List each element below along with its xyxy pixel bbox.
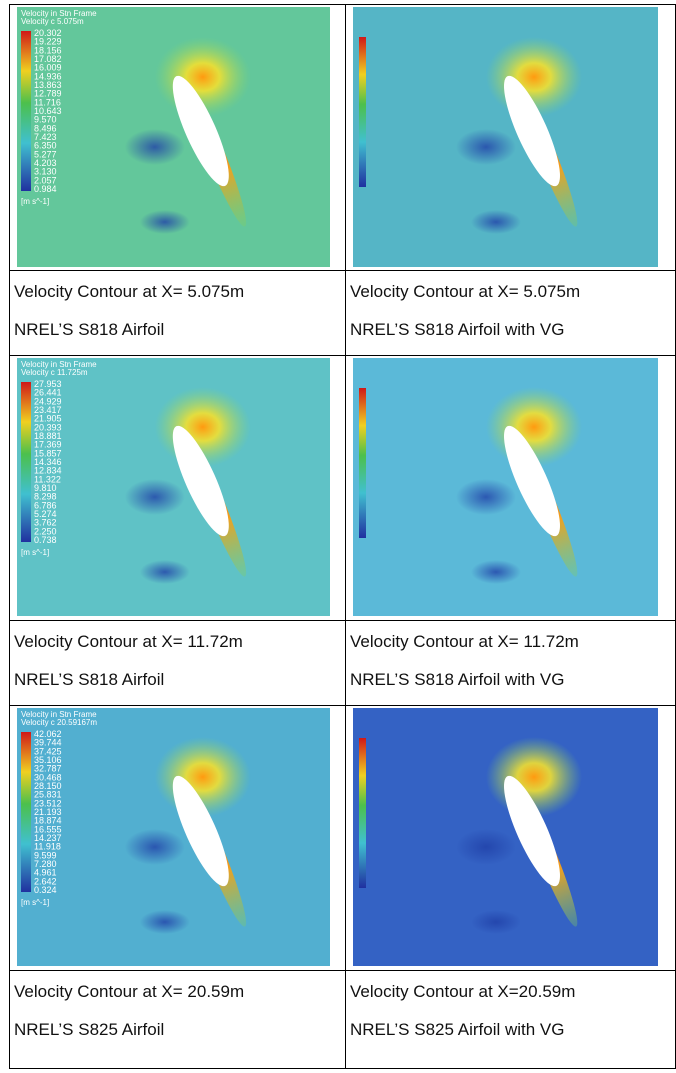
wake-shadow: [471, 210, 521, 234]
contour-image: [353, 358, 658, 616]
wake-shadow: [125, 479, 185, 515]
colorbar: [359, 738, 366, 888]
legend-value: 0.324: [34, 885, 57, 895]
legend-subtitle: Velocity c 20.59167m: [21, 718, 97, 727]
wake-shadow: [456, 479, 516, 515]
colorbar: [21, 732, 31, 892]
contour-image: [353, 708, 658, 966]
contour-image: [353, 7, 658, 267]
contour-image: Velocity in Stn FrameVelocity c 11.725m2…: [17, 358, 330, 616]
colorbar: [359, 388, 366, 538]
image-cell: [346, 5, 676, 271]
caption-line: Velocity Contour at X=20.59m: [350, 973, 675, 1011]
caption-line: Velocity Contour at X= 5.075m: [350, 273, 675, 311]
wake-shadow: [125, 829, 185, 865]
legend-subtitle: Velocity c 5.075m: [21, 17, 84, 26]
wake-shadow: [471, 910, 521, 934]
caption-line: NREL’S S818 Airfoil: [14, 311, 345, 349]
wake-shadow: [471, 560, 521, 584]
legend-value: 0.738: [34, 535, 57, 545]
colorbar: [359, 37, 366, 187]
wake-shadow: [140, 560, 190, 584]
wake-shadow: [140, 210, 190, 234]
caption-line: NREL’S S818 Airfoil: [14, 661, 345, 699]
caption-line: Velocity Contour at X= 11.72m: [14, 623, 345, 661]
wake-shadow: [456, 129, 516, 165]
caption-line: Velocity Contour at X= 5.075m: [14, 273, 345, 311]
image-cell: [346, 706, 676, 971]
caption-line: Velocity Contour at X= 20.59m: [14, 973, 345, 1011]
page: Velocity in Stn FrameVelocity c 5.075m20…: [0, 0, 676, 1073]
colorbar: [21, 382, 31, 542]
wake-shadow: [456, 829, 516, 865]
wake-shadow: [140, 910, 190, 934]
legend-unit: [m s^-1]: [21, 197, 49, 206]
caption-line: NREL’S S818 Airfoil with VG: [350, 661, 675, 699]
caption-line: NREL’S S825 Airfoil: [14, 1011, 345, 1049]
caption-line: NREL’S S818 Airfoil with VG: [350, 311, 675, 349]
image-cell: Velocity in Stn FrameVelocity c 11.725m2…: [10, 356, 346, 621]
colorbar: [21, 31, 31, 191]
wake-shadow: [125, 129, 185, 165]
caption-line: Velocity Contour at X= 11.72m: [350, 623, 675, 661]
legend-value: 0.984: [34, 184, 57, 194]
legend-subtitle: Velocity c 11.725m: [21, 368, 88, 377]
image-cell: [346, 356, 676, 621]
legend-unit: [m s^-1]: [21, 898, 49, 907]
legend-unit: [m s^-1]: [21, 548, 49, 557]
caption-line: NREL’S S825 Airfoil with VG: [350, 1011, 675, 1049]
